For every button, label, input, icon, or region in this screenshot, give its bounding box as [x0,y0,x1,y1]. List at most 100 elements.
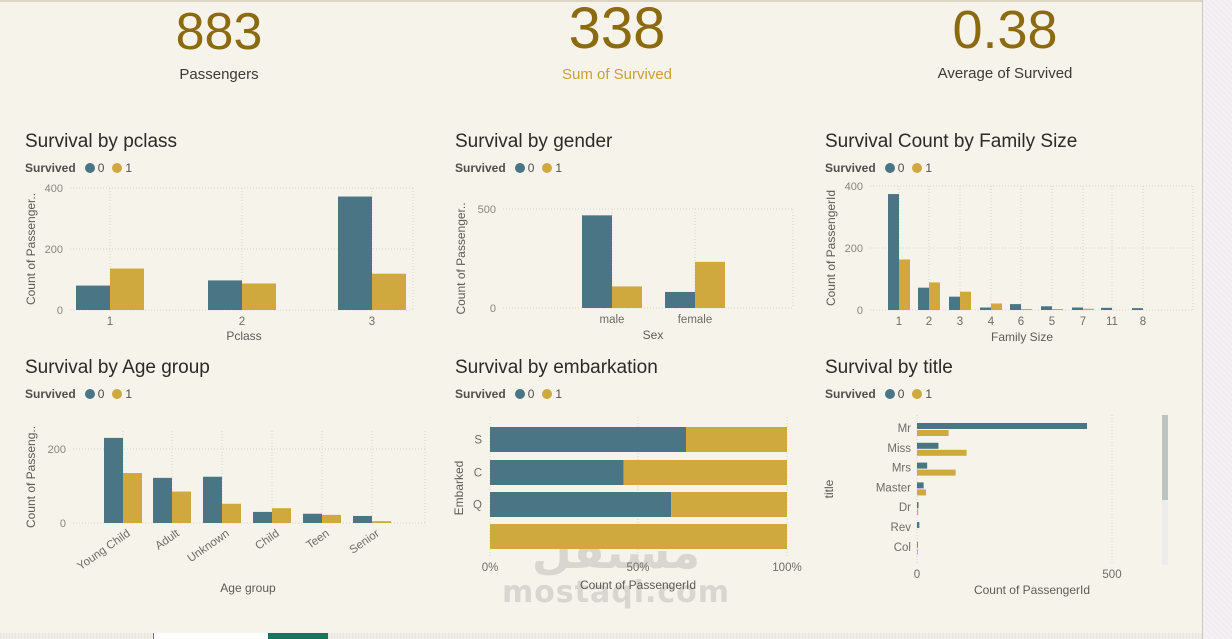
chart-title: Survival by pclass [25,131,178,152]
chart-title: Survival by Age group [25,357,210,378]
svg-text:C: C [474,468,482,480]
gender-plot[interactable]: 0 500 male female Sex Count of Passenger.. [454,180,800,352]
page-bar-left-hatch [0,633,153,639]
svg-text:Count of Passeng..: Count of Passeng.. [24,426,38,528]
svg-text:0: 0 [60,518,66,530]
svg-text:11: 11 [1106,316,1118,328]
kpi-passengers[interactable]: 883 Passengers [69,6,369,83]
legend-item-0[interactable]: 0 [84,161,105,175]
svg-text:200: 200 [48,444,66,456]
svg-text:400: 400 [45,183,63,195]
legend-item-1[interactable]: 1 [912,387,932,401]
legend-title: Survived [25,387,76,401]
pclass-plot[interactable]: 0 200 400 1 2 3 Pclass Count of Passenger.. [24,180,430,352]
svg-text:Senior: Senior [348,528,382,557]
svg-text:Count of PassengerId: Count of PassengerId [974,583,1090,597]
chart-survival-by-age-group: Survival by Age group Survived 0 1 0 200 Y… [24,351,437,600]
legend-item-1[interactable]: 1 [912,161,932,175]
legend-title: Survived [825,161,876,175]
svg-text:Unknown: Unknown [186,528,232,565]
kpi-sum-of-survived-value: 338 [568,0,666,61]
legend-item-0-label: 0 [897,161,905,175]
chart-title: Survival by title [825,357,953,378]
legend-item-1[interactable]: 1 [112,387,132,401]
legend-title: Survived [25,161,76,175]
svg-text:Dr: Dr [899,502,911,514]
legend-item-1-label: 1 [125,161,133,175]
page-tab-inactive[interactable] [153,633,268,639]
svg-text:0%: 0% [482,562,499,574]
title-plot[interactable]: Mr Miss Mrs Master Dr Rev Col 0 500 Count of Pass… [822,411,1205,600]
svg-text:5: 5 [1049,316,1055,328]
svg-text:0: 0 [57,305,63,317]
legend: Survived 0 1 [455,161,800,175]
legend-item-1[interactable]: 1 [112,161,132,175]
svg-text:50%: 50% [626,562,649,574]
svg-text:male: male [600,314,625,326]
page-tab-active[interactable] [268,633,328,639]
svg-text:200: 200 [845,243,863,255]
chart-title: Survival Count by Family Size [825,131,1078,152]
family-size-plot[interactable]: 0 200 400 1 2 3 4 6 5 7 11 8 Family Size Count of Pas… [824,180,1205,355]
svg-text:1: 1 [107,316,113,328]
svg-text:Child: Child [253,528,281,553]
svg-text:Miss: Miss [887,443,911,455]
svg-text:Teen: Teen [304,528,331,552]
svg-text:Count of Passenger..: Count of Passenger.. [24,193,38,305]
chart-scrollbar-thumb[interactable] [1162,415,1168,500]
legend-item-0-label: 0 [527,387,535,401]
svg-text:Young Child: Young Child [75,528,132,573]
series-1-dot [542,163,553,173]
svg-text:500: 500 [478,204,496,216]
legend-item-0[interactable]: 0 [514,161,534,175]
kpi-average-of-survived[interactable]: 0.38 Average of Survived [855,3,1155,82]
chart-survival-by-gender: Survival by gender Survived 0 1 0 500 male… [454,125,800,353]
kpi-sum-of-survived[interactable]: 338 Sum of Survived [467,0,767,83]
svg-text:8: 8 [1140,316,1146,328]
svg-text:Mr: Mr [898,423,912,435]
age-group-plot[interactable]: 0 200 Young Child Adult Unknown Child Teen Seni… [24,411,437,600]
svg-text:Family Size: Family Size [991,330,1053,344]
svg-text:Mrs: Mrs [892,463,911,475]
svg-text:1: 1 [896,316,902,328]
svg-text:400: 400 [845,181,863,193]
legend-item-0-label: 0 [97,161,105,175]
embarkation-plot[interactable]: 0% 50% 100% S C Q Count of PassengerId Embarked [452,411,802,600]
legend: Survived 0 1 [25,387,437,401]
svg-text:S: S [474,435,482,447]
svg-text:0: 0 [490,303,496,315]
svg-text:4: 4 [988,316,995,328]
legend-item-0-label: 0 [897,387,905,401]
svg-text:0: 0 [857,305,863,317]
svg-text:500: 500 [1102,569,1121,581]
legend-item-1[interactable]: 1 [542,387,562,401]
legend: Survived 0 1 [455,387,800,401]
series-0-dot [514,163,525,173]
svg-text:0: 0 [914,569,920,581]
series-1-dot [912,163,923,173]
series-0-dot [84,389,95,399]
svg-text:2: 2 [239,316,245,328]
svg-text:3: 3 [369,316,375,328]
series-0-dot [514,389,525,399]
chart-survival-count-by-family-size: Survival Count by Family Size Survived 0… [824,125,1205,355]
legend-item-0[interactable]: 0 [84,387,104,401]
watermark-domain: mostaql.com [501,575,731,611]
svg-text:Q: Q [473,500,482,512]
legend: Survived 0 1 [825,387,1205,401]
legend-title: Survived [455,387,506,401]
series-1-dot [112,389,123,399]
top-border-line [0,0,1205,2]
legend-item-1[interactable]: 1 [542,161,562,175]
legend-item-1-label: 1 [925,387,933,401]
legend-item-0[interactable]: 0 [884,161,905,175]
outside-canvas-area [1202,0,1232,639]
svg-text:200: 200 [45,244,63,256]
legend-item-0[interactable]: 0 [884,387,905,401]
legend-item-0[interactable]: 0 [514,387,535,401]
svg-text:female: female [678,314,713,326]
svg-text:Rev: Rev [891,522,912,534]
legend-title: Survived [825,387,876,401]
svg-text:Sex: Sex [643,328,664,342]
